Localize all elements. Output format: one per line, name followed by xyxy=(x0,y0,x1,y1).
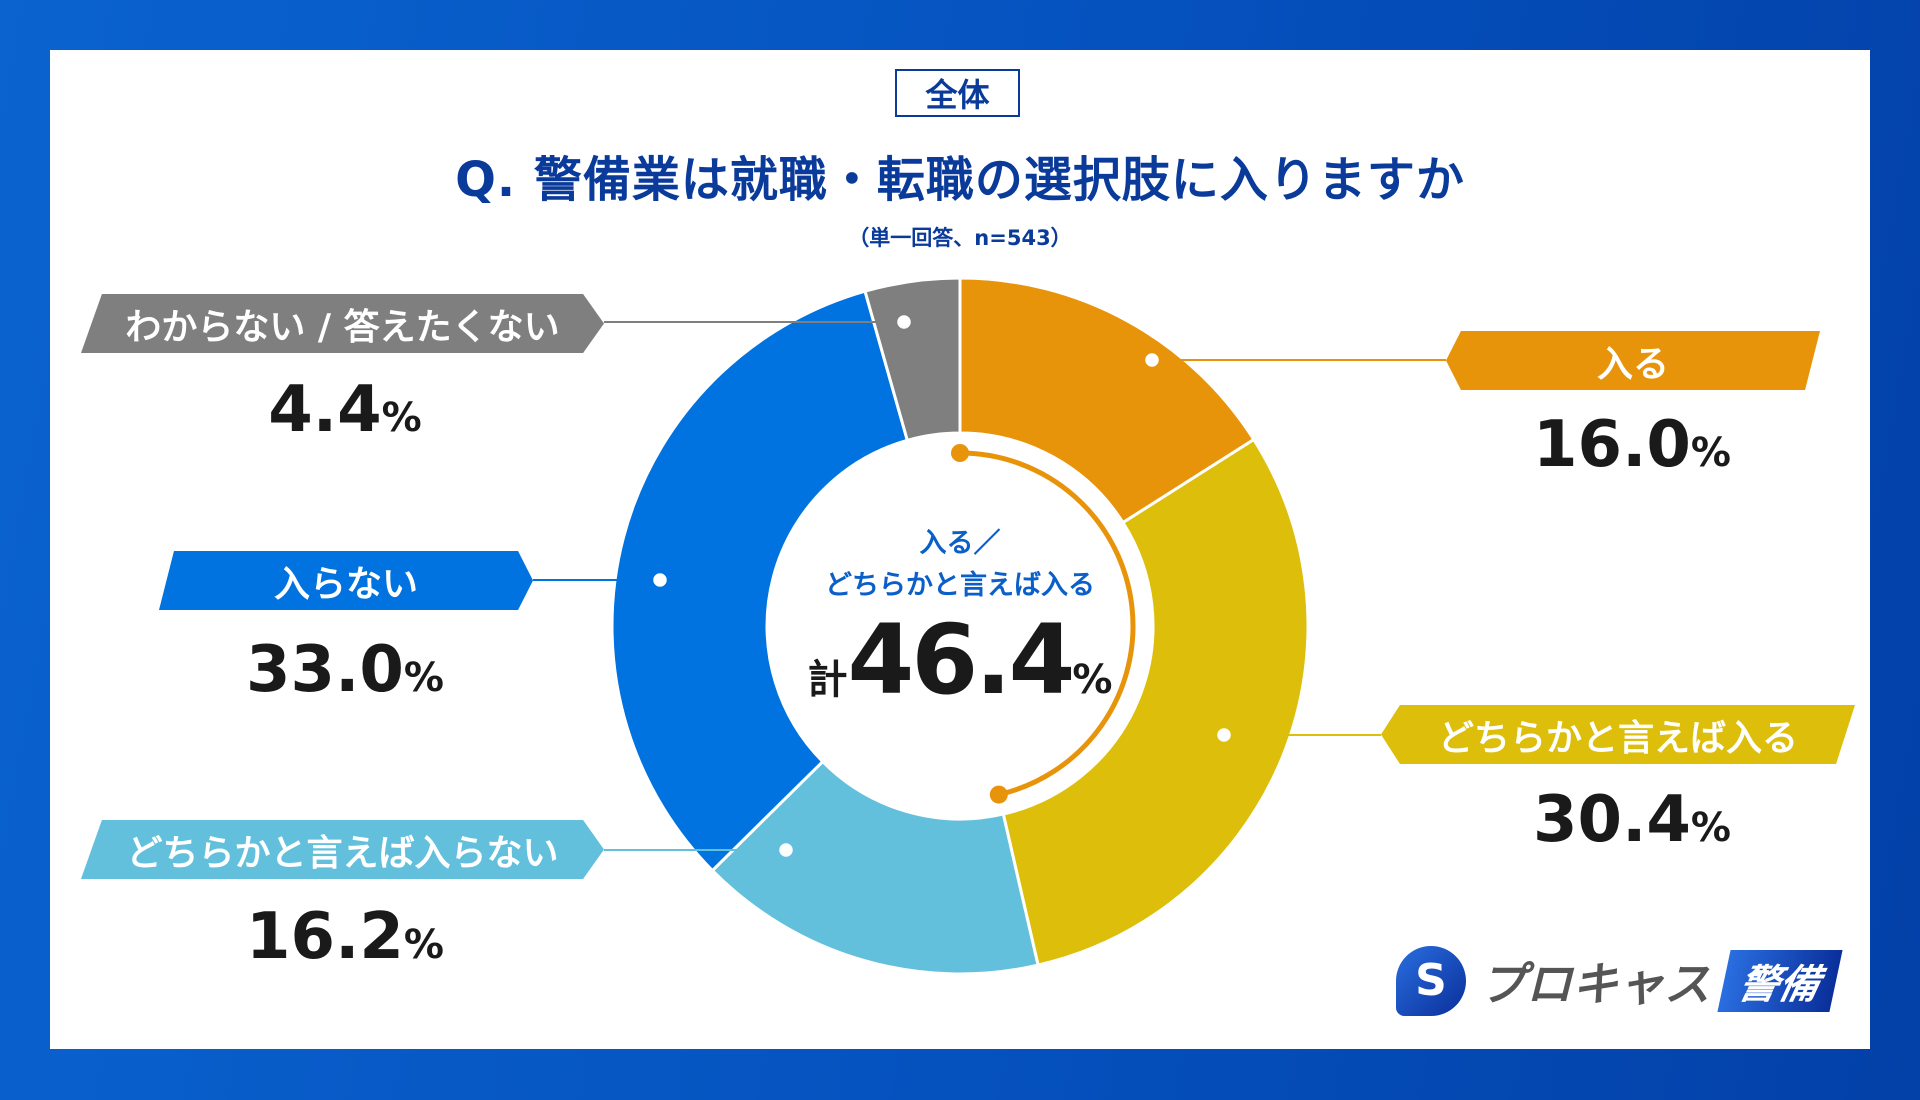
label-banner-rather-yes: どちらかと言えば入る xyxy=(1381,705,1855,764)
center-label-line2: どちらかと言えば入る xyxy=(825,570,1095,601)
logo-tag: 警備 xyxy=(1717,949,1843,1012)
slice-yes xyxy=(958,276,1256,525)
highlight-arc-end-dot xyxy=(989,785,1008,804)
value-dont-know: 4.4% xyxy=(268,373,422,447)
segment-badge: 全体 xyxy=(895,69,1020,117)
slice-rather-no xyxy=(710,759,1040,976)
brand-logo: S プロキャス 警備 xyxy=(1396,943,1846,1018)
value-no: 33.0% xyxy=(246,633,444,707)
slice-no xyxy=(610,289,910,873)
logo-text: プロキャス xyxy=(1480,956,1710,1011)
slice-rather-yes xyxy=(1001,437,1310,967)
leader-rather-no-dot xyxy=(776,840,796,860)
leader-dont-know-dot xyxy=(894,312,914,332)
value-rather-no: 16.2% xyxy=(246,900,444,974)
label-banner-rather-no: どちらかと言えば入らない xyxy=(81,820,604,879)
value-rather-yes: 30.4% xyxy=(1533,783,1731,857)
slice-dont-know xyxy=(863,276,962,443)
center-total: 計46.4% xyxy=(807,604,1113,716)
highlight-arc xyxy=(959,450,1136,798)
highlight-arc-start-dot xyxy=(951,444,969,462)
center-label-line1: 入る／ xyxy=(919,528,1001,559)
value-yes: 16.0% xyxy=(1533,408,1731,482)
leader-rather-yes-dot xyxy=(1214,725,1234,745)
chart-subtitle: （単一回答、n=543） xyxy=(848,226,1072,250)
label-banner-yes: 入る xyxy=(1446,331,1820,390)
logo-mark-icon: S xyxy=(1396,945,1466,1016)
leader-no-dot xyxy=(650,570,670,590)
chart-title: Q. 警備業は就職・転職の選択肢に入りますか xyxy=(455,152,1465,208)
label-banner-no: 入らない xyxy=(159,551,533,610)
leader-yes-dot xyxy=(1142,350,1162,370)
label-banner-dont-know: わからない / 答えたくない xyxy=(81,294,604,353)
